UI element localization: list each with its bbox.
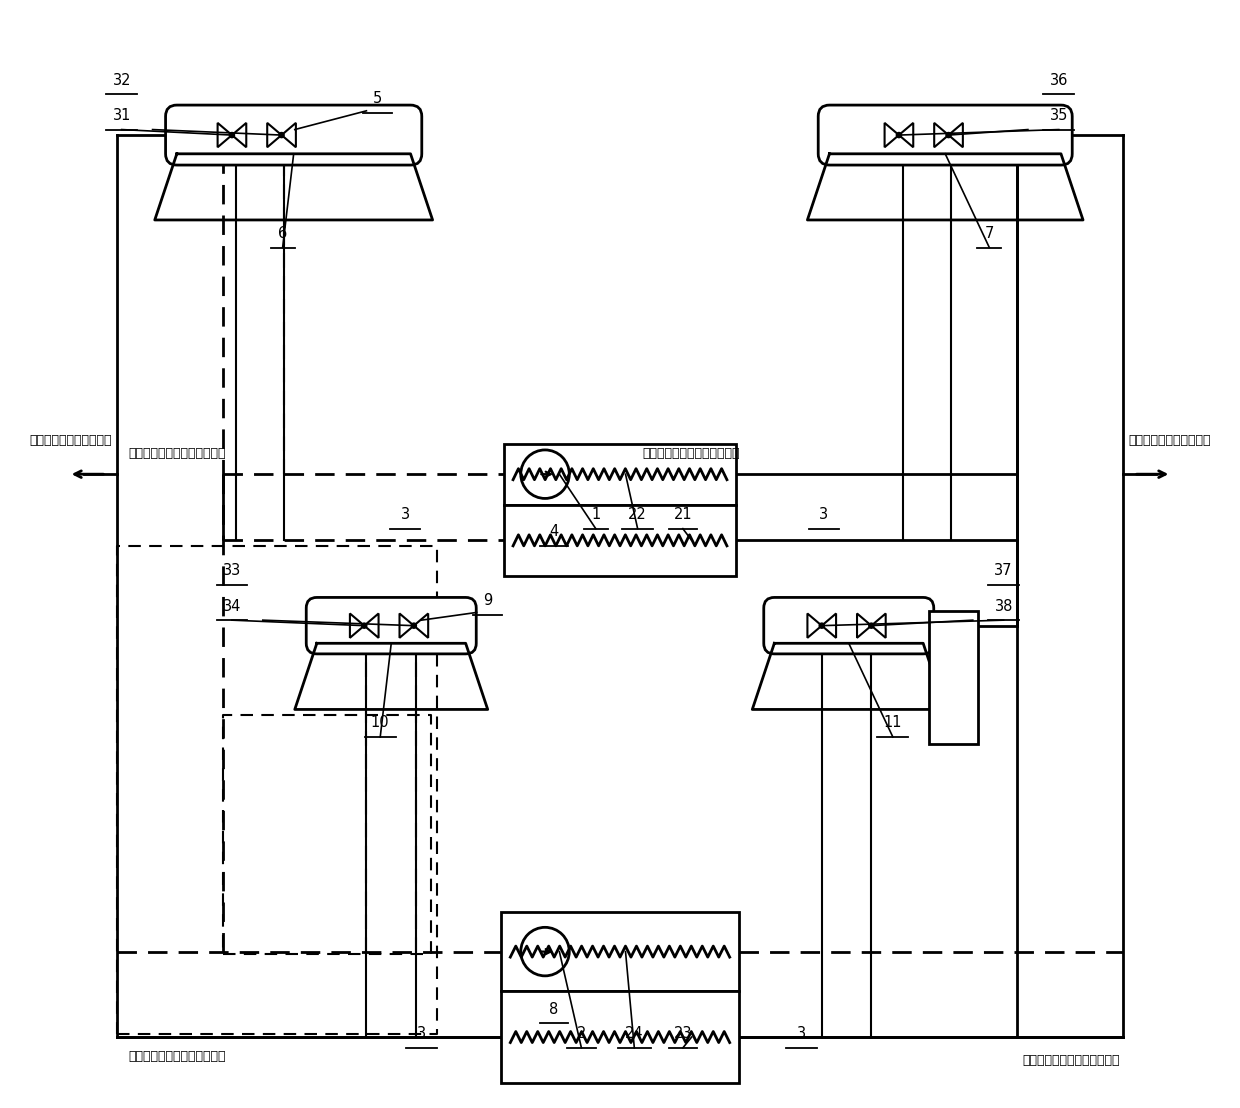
Text: 38: 38 [994, 598, 1013, 614]
Text: 1: 1 [591, 507, 600, 522]
Text: 6: 6 [278, 226, 288, 240]
FancyBboxPatch shape [166, 105, 422, 165]
Polygon shape [267, 123, 281, 147]
Text: 24: 24 [625, 1026, 644, 1042]
Polygon shape [872, 614, 885, 638]
Text: 3: 3 [820, 507, 828, 522]
Text: 5: 5 [373, 91, 382, 106]
Text: 32: 32 [113, 73, 131, 88]
FancyBboxPatch shape [818, 105, 1073, 165]
Polygon shape [217, 123, 232, 147]
Polygon shape [884, 123, 899, 147]
Polygon shape [857, 614, 872, 638]
Text: 35: 35 [1049, 107, 1068, 123]
Text: 37: 37 [994, 563, 1013, 578]
Polygon shape [399, 614, 414, 638]
Bar [501, 991, 739, 1084]
Bar [501, 912, 739, 991]
Circle shape [897, 133, 901, 137]
Polygon shape [822, 614, 836, 638]
Text: 4: 4 [549, 524, 558, 540]
Bar [505, 504, 735, 576]
Polygon shape [365, 614, 378, 638]
FancyBboxPatch shape [764, 597, 934, 654]
Bar [505, 444, 735, 504]
Text: 8: 8 [549, 1002, 558, 1017]
Text: 33: 33 [223, 563, 241, 578]
Text: 3: 3 [417, 1026, 427, 1042]
Circle shape [229, 133, 234, 137]
Polygon shape [934, 123, 949, 147]
Text: 10: 10 [371, 716, 389, 730]
Text: 23: 23 [673, 1026, 692, 1042]
Polygon shape [949, 123, 963, 147]
Polygon shape [807, 614, 822, 638]
Text: 34: 34 [223, 598, 241, 614]
Text: 接两管制空调区末端供水: 接两管制空调区末端供水 [1128, 433, 1210, 447]
Text: 21: 21 [673, 507, 692, 522]
Text: 2: 2 [577, 1026, 587, 1042]
Text: 接四管制空调区末端热水供水: 接四管制空调区末端热水供水 [1023, 1054, 1120, 1067]
Text: 3: 3 [401, 507, 409, 522]
Bar [929, 612, 978, 743]
Circle shape [946, 133, 951, 137]
Circle shape [279, 133, 284, 137]
Polygon shape [232, 123, 247, 147]
Circle shape [869, 623, 874, 628]
Text: 接四管制空调区末端冷水回水: 接四管制空调区末端冷水回水 [128, 447, 226, 460]
Text: 接两管制空调区末端回水: 接两管制空调区末端回水 [30, 433, 112, 447]
Text: 31: 31 [113, 107, 131, 123]
Circle shape [412, 623, 417, 628]
Text: 接四管制空调区末端冷水供水: 接四管制空调区末端冷水供水 [642, 447, 739, 460]
Text: 22: 22 [629, 507, 647, 522]
FancyBboxPatch shape [306, 597, 476, 654]
Text: 11: 11 [884, 716, 903, 730]
Circle shape [362, 623, 367, 628]
Text: 36: 36 [1049, 73, 1068, 88]
Text: 接四管制空调区末端热水回水: 接四管制空调区末端热水回水 [128, 1050, 226, 1064]
Text: 3: 3 [797, 1026, 806, 1042]
Polygon shape [350, 614, 365, 638]
Circle shape [820, 623, 825, 628]
Polygon shape [414, 614, 428, 638]
Polygon shape [281, 123, 296, 147]
Text: 9: 9 [484, 593, 492, 608]
Text: 7: 7 [985, 226, 994, 240]
Polygon shape [899, 123, 913, 147]
